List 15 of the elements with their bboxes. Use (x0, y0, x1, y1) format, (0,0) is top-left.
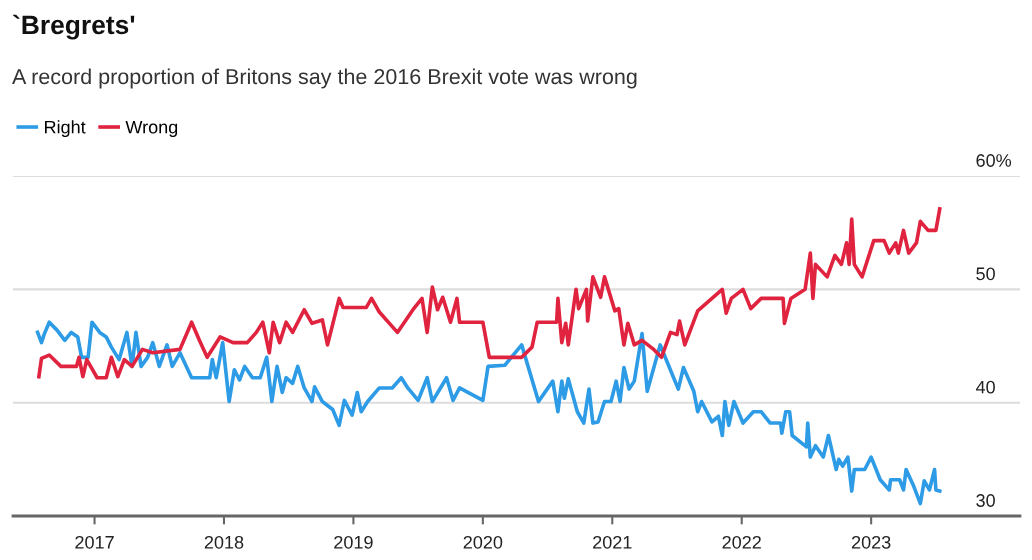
x-tick-label: 2020 (463, 535, 503, 549)
y-tick-label: 60% (976, 154, 1012, 167)
y-tick-label: 30 (976, 494, 995, 507)
x-tick-label: 2021 (593, 535, 632, 549)
legend-label: Wrong (125, 120, 178, 138)
x-tick-label: 2017 (75, 535, 114, 549)
chart-title: `Bregrets' (12, 14, 135, 40)
x-tick-label: 2018 (204, 535, 244, 549)
x-tick-label: 2019 (334, 535, 373, 549)
y-tick-label: 40 (975, 380, 995, 394)
chart-subtitle: A record proportion of Britons say the 2016 Brexit vote was wrong (12, 68, 637, 89)
x-tick-label: 2023 (851, 535, 891, 549)
x-tick-label: 2022 (722, 535, 761, 549)
y-tick-label: 50 (976, 267, 995, 281)
legend-label: Right (45, 120, 86, 138)
